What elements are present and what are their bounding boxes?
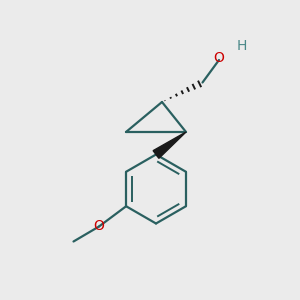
Polygon shape: [153, 132, 186, 158]
Text: O: O: [214, 52, 224, 65]
Text: H: H: [236, 40, 247, 53]
Text: O: O: [94, 220, 104, 233]
